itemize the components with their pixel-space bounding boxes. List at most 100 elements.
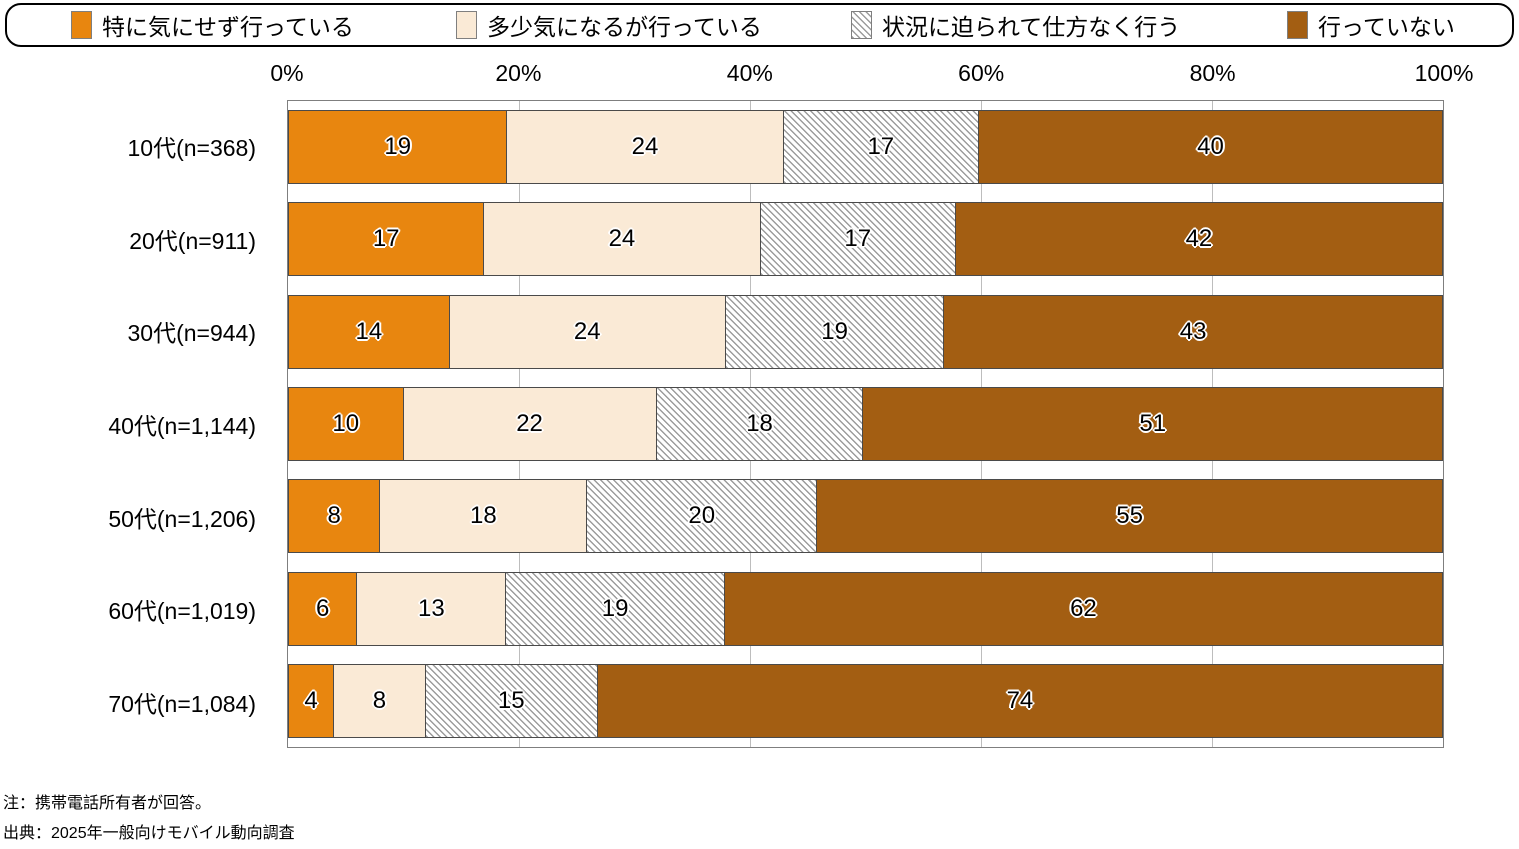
chart-row: 4 8 15 74 — [288, 655, 1443, 747]
category-labels: 10代(n=368) 20代(n=911) 30代(n=944) 40代(n=1,14… — [0, 100, 256, 748]
axis-tick: 40% — [726, 60, 773, 86]
segment-value: 18 — [746, 409, 773, 437]
stacked-bar: 14 24 19 43 — [288, 294, 1443, 369]
legend-swatch-solid-brown-icon — [1287, 11, 1308, 39]
segment-value: 6 — [315, 594, 330, 622]
bar-segment: 8 — [288, 479, 381, 554]
segment-value: 22 — [516, 409, 543, 437]
chart-row: 17 24 17 42 — [288, 193, 1443, 285]
segment-value: 74 — [1006, 686, 1034, 714]
segment-value: 13 — [418, 594, 445, 622]
legend-swatch-solid-cream-icon — [456, 11, 477, 39]
category-label: 50代(n=1,206) — [108, 505, 256, 532]
segment-value: 43 — [1179, 317, 1207, 345]
segment-value: 17 — [867, 133, 895, 161]
segment-value: 10 — [332, 409, 360, 437]
legend-label: 状況に迫られて仕方なく行う — [882, 14, 1181, 40]
stacked-bar: 4 8 15 74 — [288, 663, 1443, 738]
x-axis: 0% 20% 40% 60% 80% 100% — [270, 60, 1473, 90]
bar-segment: 22 — [402, 386, 657, 461]
segment-value: 62 — [1070, 594, 1097, 622]
bar-segment: 18 — [655, 386, 864, 461]
segment-value: 14 — [355, 317, 383, 345]
category-label: 30代(n=944) — [127, 320, 257, 347]
bar-segment: 24 — [483, 202, 761, 277]
axis-tick: 100% — [1414, 60, 1474, 86]
category-label: 10代(n=368) — [127, 135, 257, 162]
stacked-bar: 10 22 18 51 — [288, 386, 1443, 461]
bar-segment: 19 — [505, 571, 725, 646]
chart-row: 10 22 18 51 — [288, 378, 1443, 470]
stacked-bar: 17 24 17 42 — [288, 202, 1443, 277]
bar-segment: 14 — [288, 294, 450, 369]
bar-segment: 18 — [379, 479, 588, 554]
bar-segment: 62 — [723, 571, 1443, 646]
segment-value: 15 — [497, 686, 525, 714]
segment-value: 4 — [304, 686, 318, 714]
bar-segment: 24 — [506, 110, 784, 185]
bar-segment: 13 — [356, 571, 507, 646]
category-label: 60代(n=1,019) — [108, 598, 256, 625]
bar-segment: 19 — [724, 294, 945, 369]
legend-swatch-hatched-icon — [851, 11, 872, 39]
bar-segment: 51 — [862, 386, 1443, 461]
legend-label: 行っていない — [1318, 14, 1455, 40]
bar-segment: 10 — [288, 386, 404, 461]
segment-value: 55 — [1116, 502, 1143, 530]
plot-area: 19 24 17 40 17 24 17 42 14 24 19 43 10 22 18 51 8 18 20 55 6… — [287, 100, 1444, 748]
legend-label: 多少気になるが行っている — [487, 14, 762, 40]
category-label: 70代(n=1,084) — [108, 690, 256, 717]
footnote-note: 注：携帯電話所有者が回答。 — [3, 795, 212, 812]
segment-value: 19 — [384, 133, 412, 161]
axis-tick: 0% — [270, 60, 304, 86]
bar-segment: 17 — [759, 202, 956, 277]
bar-segment: 40 — [977, 110, 1443, 185]
legend: 特に気にせず行っている 多少気になるが行っている 状況に迫られて仕方なく行う 行… — [5, 3, 1514, 47]
chart-row: 6 13 19 62 — [288, 562, 1443, 654]
bar-segment: 74 — [596, 663, 1443, 738]
bar-segment: 43 — [943, 294, 1443, 369]
segment-value: 19 — [601, 594, 629, 622]
chart-row: 14 24 19 43 — [288, 286, 1443, 378]
legend-item-1: 多少気になるが行っている — [456, 5, 762, 45]
legend-item-0: 特に気にせず行っている — [71, 5, 354, 45]
bar-segment: 42 — [954, 202, 1443, 277]
stacked-bar: 6 13 19 62 — [288, 571, 1443, 646]
axis-tick: 60% — [958, 60, 1005, 86]
bar-segment: 20 — [586, 479, 818, 554]
footnotes: 注：携帯電話所有者が回答。 出典：2025年一般向けモバイル動向調査 — [3, 789, 295, 849]
segment-value: 42 — [1185, 225, 1213, 253]
segment-value: 51 — [1139, 409, 1167, 437]
segment-value: 40 — [1197, 133, 1224, 161]
bar-segment: 17 — [782, 110, 979, 185]
axis-tick: 80% — [1189, 60, 1236, 86]
legend-swatch-solid-orange-icon — [71, 11, 92, 39]
legend-item-3: 行っていない — [1287, 5, 1455, 45]
segment-value: 19 — [821, 317, 848, 345]
segment-value: 8 — [372, 686, 387, 714]
axis-tick: 20% — [495, 60, 542, 86]
segment-value: 24 — [573, 317, 601, 345]
category-label: 40代(n=1,144) — [108, 413, 256, 440]
segment-value: 17 — [372, 225, 400, 253]
category-label: 20代(n=911) — [129, 227, 256, 254]
stacked-bar: 8 18 20 55 — [288, 479, 1443, 554]
segment-value: 8 — [327, 502, 341, 530]
bar-segment: 6 — [288, 571, 358, 646]
footnote-source: 出典：2025年一般向けモバイル動向調査 — [3, 825, 295, 842]
bar-segment: 8 — [333, 663, 426, 738]
bar-segment: 24 — [448, 294, 726, 369]
legend-label: 特に気にせず行っている — [102, 14, 354, 40]
bar-segment: 17 — [288, 202, 485, 277]
segment-value: 17 — [844, 225, 872, 253]
chart-row: 8 18 20 55 — [288, 470, 1443, 562]
bar-segment: 15 — [424, 663, 598, 738]
bar-segment: 4 — [288, 663, 335, 738]
segment-value: 20 — [688, 502, 716, 530]
legend-item-2: 状況に迫られて仕方なく行う — [851, 5, 1180, 45]
segment-value: 18 — [469, 502, 497, 530]
bar-segment: 19 — [288, 110, 508, 185]
bar-segment: 55 — [816, 479, 1443, 554]
stacked-bar: 19 24 17 40 — [288, 110, 1443, 185]
